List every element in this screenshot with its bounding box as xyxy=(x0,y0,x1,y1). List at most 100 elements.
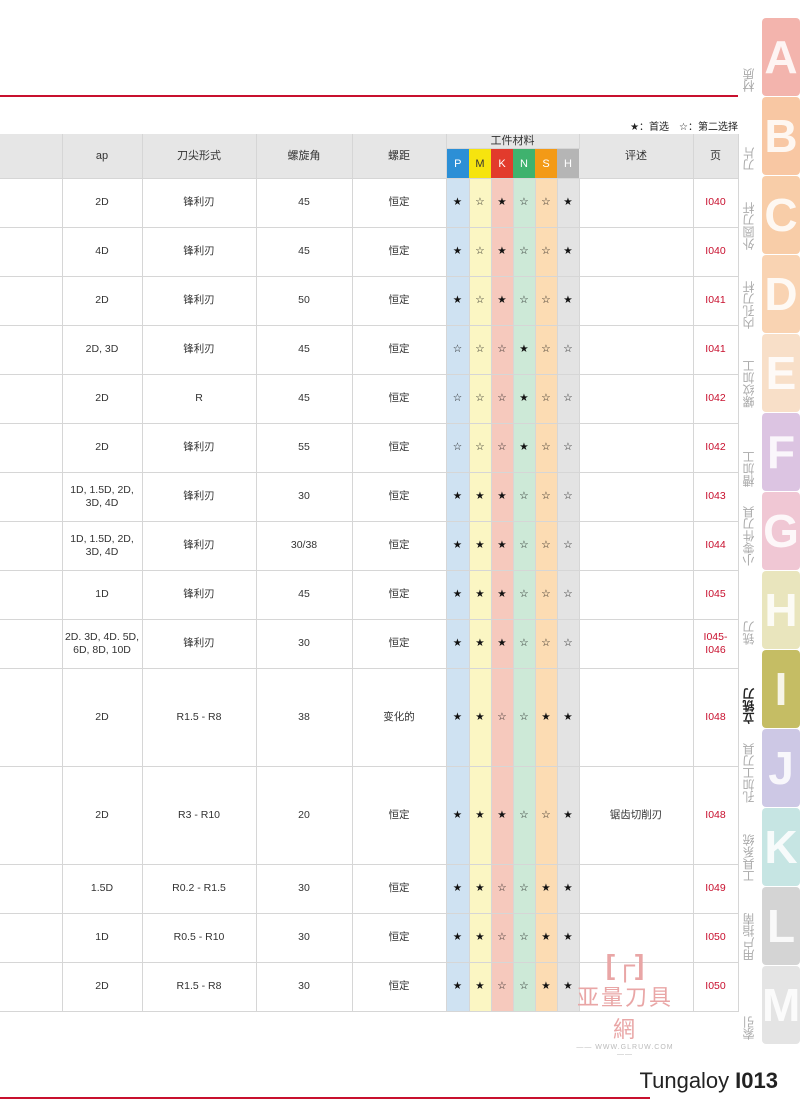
tab-label: 立铣刀 xyxy=(742,688,756,724)
rating-s-cell: ☆ xyxy=(535,619,558,670)
helix-cell: 30 xyxy=(256,472,353,523)
page-link[interactable]: I048 xyxy=(693,766,739,866)
row-blank-cell xyxy=(0,864,63,915)
section-tab-f[interactable]: F xyxy=(762,413,800,491)
tab-letter: K xyxy=(764,821,798,873)
tip-cell: 锋利刃 xyxy=(142,570,257,621)
comment-cell xyxy=(579,668,694,768)
table-row: 1D 锋利刃 45 恒定 ★ ★ ★ ☆ ☆ ☆ I045 xyxy=(0,570,739,621)
table-row: 2D R3 - R10 20 恒定 ★ ★ ★ ☆ ☆ ★ 锯齿切削刃 I048 xyxy=(0,766,739,866)
page-link[interactable]: I040 xyxy=(693,227,739,278)
helix-cell: 45 xyxy=(256,178,353,229)
rating-n-cell: ☆ xyxy=(513,864,536,915)
table-row: 1.5D R0.2 - R1.5 30 恒定 ★ ★ ☆ ☆ ★ ★ I049 xyxy=(0,864,739,915)
tip-cell: R0.5 - R10 xyxy=(142,913,257,964)
row-blank-cell xyxy=(0,227,63,278)
tip-cell: 锋利刃 xyxy=(142,178,257,229)
row-blank-cell xyxy=(0,472,63,523)
table-row: 1D R0.5 - R10 30 恒定 ★ ★ ☆ ☆ ★ ★ I050 xyxy=(0,913,739,964)
section-tab-c[interactable]: C xyxy=(762,176,800,254)
rating-s-cell: ★ xyxy=(535,864,558,915)
tab-label: 孔加工刀具 xyxy=(742,743,756,803)
watermark: [┌] 亚量刀具網 —— WWW.GLRUW.COM —— xyxy=(570,950,680,1059)
section-tab-l[interactable]: L xyxy=(762,887,800,965)
rating-p-cell: ★ xyxy=(446,962,470,1013)
rating-n-cell: ☆ xyxy=(513,521,536,572)
page-link[interactable]: I050 xyxy=(693,962,739,1013)
rating-m-cell: ★ xyxy=(469,913,492,964)
rating-n-cell: ☆ xyxy=(513,472,536,523)
rating-h-cell: ★ xyxy=(557,178,580,229)
page-link[interactable]: I048 xyxy=(693,668,739,768)
rating-m-cell: ☆ xyxy=(469,276,492,327)
helix-cell: 45 xyxy=(256,325,353,376)
material-h-header: H xyxy=(557,148,579,180)
tab-letter: C xyxy=(764,189,798,241)
tip-cell: R0.2 - R1.5 xyxy=(142,864,257,915)
page-link[interactable]: I049 xyxy=(693,864,739,915)
section-tab-e[interactable]: E xyxy=(762,334,800,412)
page-link[interactable]: I042 xyxy=(693,423,739,474)
page-link[interactable]: I050 xyxy=(693,913,739,964)
ap-cell: 2D xyxy=(62,668,143,768)
page-link[interactable]: I040 xyxy=(693,178,739,229)
comment-cell xyxy=(579,472,694,523)
page-link[interactable]: I041 xyxy=(693,276,739,327)
header-comment: 评述 xyxy=(579,134,694,180)
comment-cell xyxy=(579,423,694,474)
pitch-cell: 恒定 xyxy=(352,276,447,327)
ap-cell: 1D, 1.5D, 2D, 3D, 4D xyxy=(62,472,143,523)
helix-cell: 30 xyxy=(256,864,353,915)
page-link[interactable]: I043 xyxy=(693,472,739,523)
rating-k-cell: ★ xyxy=(491,276,514,327)
tab-letter: E xyxy=(765,347,797,399)
section-tab-a[interactable]: A xyxy=(762,18,800,96)
pitch-cell: 恒定 xyxy=(352,178,447,229)
comment-cell xyxy=(579,325,694,376)
page-link[interactable]: I045 xyxy=(693,570,739,621)
pitch-cell: 恒定 xyxy=(352,521,447,572)
brand-name: Tungaloy xyxy=(639,1068,730,1093)
bottom-rule xyxy=(0,1097,650,1099)
page-link[interactable]: I042 xyxy=(693,374,739,425)
comment-cell xyxy=(579,864,694,915)
tab-label: 工具系统 xyxy=(742,834,756,882)
section-tab-j[interactable]: J xyxy=(762,729,800,807)
helix-cell: 50 xyxy=(256,276,353,327)
comment-cell xyxy=(579,913,694,964)
rating-k-cell: ★ xyxy=(491,619,514,670)
page-link[interactable]: I045- I046 xyxy=(693,619,739,670)
section-tab-i[interactable]: I xyxy=(762,650,800,728)
rating-m-cell: ★ xyxy=(469,766,492,866)
material-k-header: K xyxy=(491,148,513,180)
section-tab-b[interactable]: B xyxy=(762,97,800,175)
rating-s-cell: ☆ xyxy=(535,325,558,376)
page-link[interactable]: I041 xyxy=(693,325,739,376)
rating-k-cell: ☆ xyxy=(491,864,514,915)
comment-cell xyxy=(579,521,694,572)
row-blank-cell xyxy=(0,570,63,621)
tab-letter: H xyxy=(764,584,798,636)
section-tab-h[interactable]: H xyxy=(762,571,800,649)
tip-cell: 锋利刃 xyxy=(142,619,257,670)
page-link[interactable]: I044 xyxy=(693,521,739,572)
footer-brand: Tungaloy I013 xyxy=(639,1068,778,1094)
rating-h-cell: ★ xyxy=(557,668,580,768)
row-blank-cell xyxy=(0,521,63,572)
pitch-cell: 恒定 xyxy=(352,864,447,915)
rating-s-cell: ☆ xyxy=(535,227,558,278)
rating-p-cell: ☆ xyxy=(446,423,470,474)
rating-k-cell: ★ xyxy=(491,766,514,866)
rating-h-cell: ☆ xyxy=(557,619,580,670)
rating-k-cell: ★ xyxy=(491,227,514,278)
helix-cell: 38 xyxy=(256,668,353,768)
table-row: 2D R1.5 - R8 38 变化的 ★ ★ ☆ ☆ ★ ★ I048 xyxy=(0,668,739,768)
section-tab-g[interactable]: G xyxy=(762,492,800,570)
rating-s-cell: ★ xyxy=(535,668,558,768)
row-blank-cell xyxy=(0,766,63,866)
section-tab-m[interactable]: M xyxy=(762,966,800,1044)
section-tab-d[interactable]: D xyxy=(762,255,800,333)
rating-n-cell: ☆ xyxy=(513,913,536,964)
tip-cell: R1.5 - R8 xyxy=(142,668,257,768)
section-tab-k[interactable]: K xyxy=(762,808,800,886)
